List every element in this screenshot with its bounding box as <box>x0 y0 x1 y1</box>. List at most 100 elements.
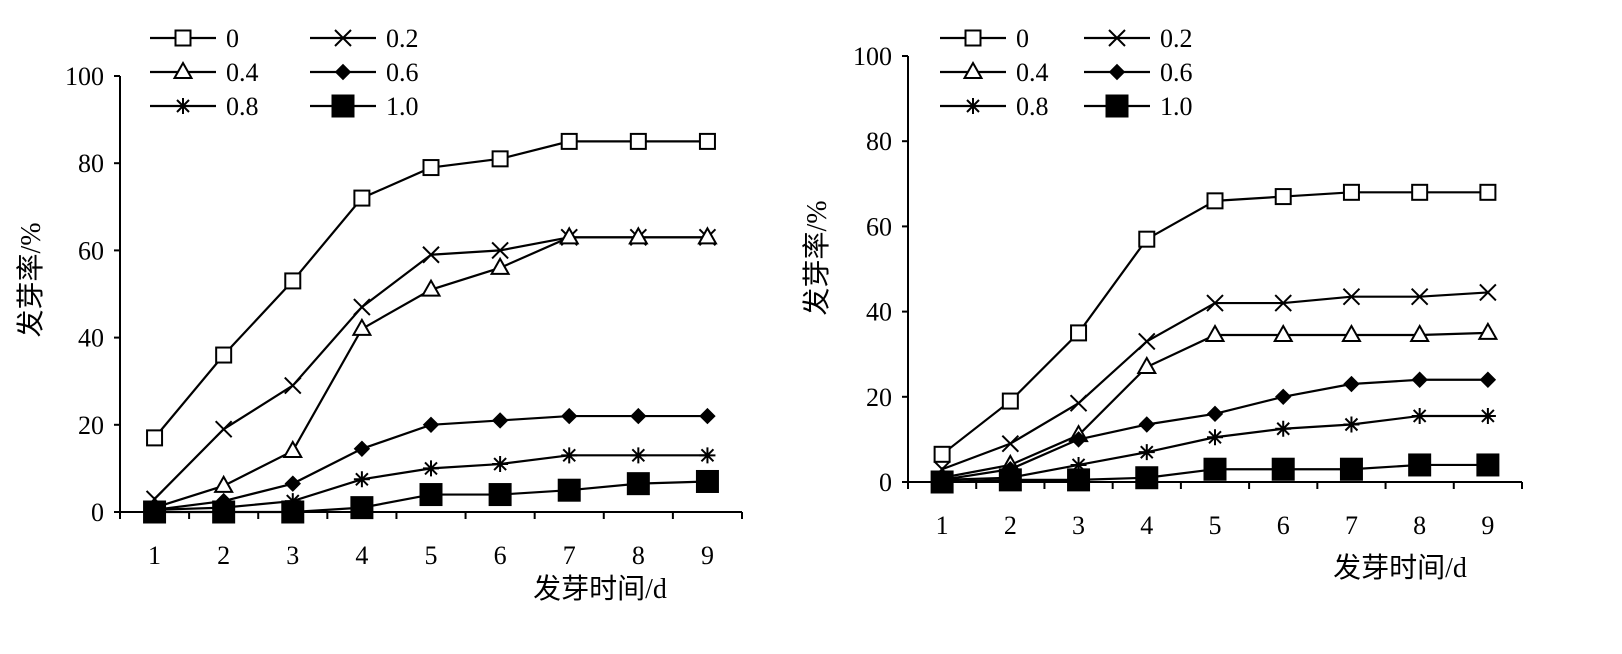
data-point <box>353 298 371 316</box>
legend-marker-shape <box>331 94 355 118</box>
data-point <box>1001 434 1020 453</box>
data-point <box>350 496 374 520</box>
x-tick-label: 4 <box>1140 511 1153 540</box>
data-point-shape <box>281 500 305 524</box>
data-point <box>419 483 443 507</box>
series-0.8-points <box>934 407 1496 488</box>
data-point-shape <box>351 317 373 336</box>
data-point-shape <box>1271 457 1295 481</box>
series-1.0-points <box>143 469 719 524</box>
data-point-shape <box>489 256 511 275</box>
data-point <box>1271 457 1295 481</box>
data-point <box>697 226 718 245</box>
data-point-shape <box>1342 183 1360 201</box>
legend-marker-shape <box>1108 29 1126 47</box>
data-point <box>491 150 509 168</box>
data-point <box>491 412 509 429</box>
data-point <box>1409 324 1430 343</box>
data-point-shape <box>422 159 440 177</box>
data-point <box>1275 388 1292 406</box>
data-point <box>559 226 580 245</box>
data-point-shape <box>1479 283 1497 302</box>
data-point-shape <box>1206 405 1224 423</box>
data-point-shape <box>1476 453 1500 477</box>
data-point <box>698 132 716 150</box>
data-point-shape <box>1135 466 1159 490</box>
data-point <box>1136 355 1157 374</box>
data-point <box>351 317 373 336</box>
data-point <box>281 500 305 524</box>
legend-label: 0 <box>226 24 239 53</box>
data-point-shape <box>1136 355 1157 374</box>
x-tick-label: 3 <box>1072 511 1085 540</box>
data-point-shape <box>1411 183 1429 201</box>
data-point <box>1343 375 1360 393</box>
y-tick-label: 60 <box>866 212 892 241</box>
data-point-shape <box>423 460 439 477</box>
data-point <box>1067 468 1091 492</box>
y-tick-label: 20 <box>78 411 104 440</box>
data-point <box>1138 416 1155 433</box>
data-point-shape <box>213 474 234 493</box>
data-point <box>1203 457 1227 481</box>
data-point-shape <box>1409 324 1430 343</box>
legend-marker-shape <box>175 98 191 114</box>
data-point-shape <box>422 416 440 434</box>
legend-label: 0.4 <box>1016 58 1049 87</box>
legend-item-0.4: 0.4 <box>940 58 1049 87</box>
data-point <box>422 159 440 177</box>
data-point-shape <box>491 241 509 260</box>
data-point-shape <box>488 483 512 507</box>
legend-label: 0.8 <box>1016 92 1049 121</box>
data-point <box>1206 294 1224 312</box>
data-point <box>284 272 302 290</box>
data-point-shape <box>1138 332 1156 351</box>
legend-item-0.6: 0.6 <box>1084 58 1193 87</box>
y-tick-label: 80 <box>866 127 892 156</box>
data-point <box>1339 457 1363 481</box>
y-tick-label: 100 <box>65 62 104 91</box>
series-0-points <box>146 132 716 447</box>
y-axis-label: 发芽率/% <box>801 200 833 315</box>
x-tick-label: 6 <box>494 541 507 570</box>
data-point <box>492 456 509 473</box>
data-point-shape <box>699 447 716 464</box>
data-point-shape <box>628 226 649 245</box>
data-point-shape <box>1408 453 1432 477</box>
data-point-shape <box>284 272 302 290</box>
data-point-shape <box>1343 416 1360 433</box>
y-tick-label: 100 <box>853 42 892 71</box>
legend-label: 0.6 <box>386 58 419 87</box>
data-point <box>213 474 234 493</box>
legend-label: 0.6 <box>1160 58 1193 87</box>
legend: 0 0.2 0.4 0.6 0.8 1.0 <box>150 24 419 121</box>
data-point <box>1479 371 1497 388</box>
data-point-shape <box>1341 324 1362 343</box>
data-point <box>488 483 512 507</box>
legend-marker <box>962 60 984 79</box>
data-point-shape <box>699 407 716 425</box>
legend-item-0.4: 0.4 <box>150 58 259 87</box>
data-point <box>1341 324 1362 343</box>
data-point-shape <box>1001 434 1020 453</box>
x-tick-label: 9 <box>701 541 714 570</box>
legend-label: 0.2 <box>1160 24 1193 53</box>
legend-label: 0.2 <box>386 24 419 53</box>
data-point <box>1204 324 1226 343</box>
legend-label: 0 <box>1016 24 1029 53</box>
legend-label: 0.4 <box>226 58 259 87</box>
data-point-shape <box>1339 457 1363 481</box>
data-point <box>1069 394 1088 412</box>
data-point <box>998 468 1022 492</box>
data-point-shape <box>212 500 236 524</box>
data-point-shape <box>422 246 440 264</box>
data-point <box>699 447 716 464</box>
x-tick-label: 6 <box>1277 511 1290 540</box>
data-point-shape <box>560 132 578 150</box>
data-point-shape <box>1069 394 1088 412</box>
data-point-shape <box>1070 456 1087 473</box>
data-point-shape <box>1274 294 1292 312</box>
series-0-points <box>933 183 1497 463</box>
